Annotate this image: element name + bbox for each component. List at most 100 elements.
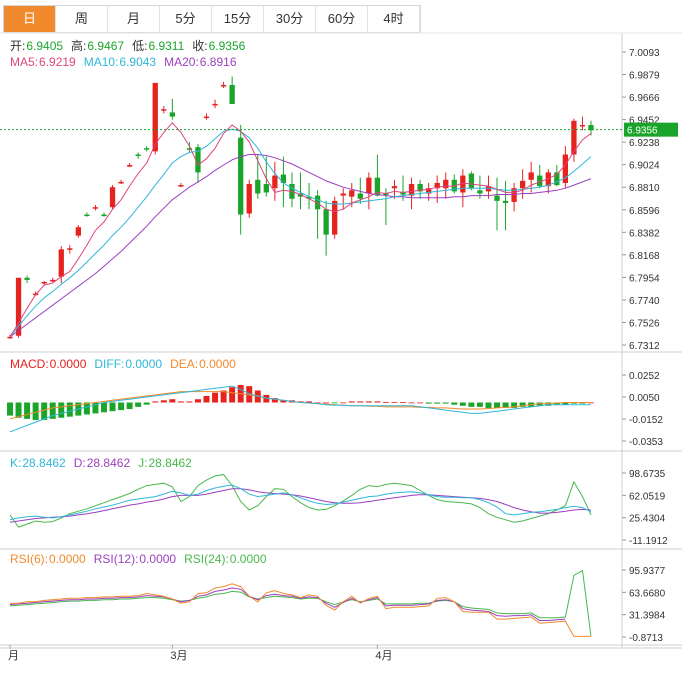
macd-bar-25	[220, 390, 227, 403]
ma10-value: 6.9043	[119, 55, 156, 69]
tab-2[interactable]: 月	[108, 6, 160, 32]
macd-value: 0.0000	[50, 357, 87, 371]
price-axis-tick-label-13: 6.7312	[629, 341, 660, 352]
candle-body-4	[41, 281, 47, 284]
macd-bar-36	[314, 402, 321, 404]
macd-bar-15	[135, 402, 142, 407]
candle-body-42	[366, 177, 372, 194]
last-price-tag	[624, 122, 678, 137]
macd-bar-30	[263, 394, 270, 403]
macd-bar-65	[562, 402, 569, 405]
candle-body-13	[118, 181, 124, 184]
candle-body-38	[332, 200, 338, 235]
tab-6[interactable]: 60分	[316, 6, 368, 32]
tab-0[interactable]: 日	[4, 6, 56, 32]
macd-bar-55	[476, 402, 483, 407]
candle-body-23	[203, 116, 210, 119]
macd-bar-50	[434, 402, 441, 404]
macd-bar-13	[118, 402, 125, 411]
tab-3[interactable]: 5分	[160, 6, 212, 32]
macd-bar-31	[271, 398, 278, 403]
candle-body-11	[101, 214, 107, 217]
candle-body-10	[92, 207, 99, 209]
candle-body-58	[502, 200, 509, 203]
macd-bar-41	[357, 401, 364, 403]
candle-body-56	[485, 186, 492, 192]
price-axis-tick-label-10: 6.7954	[629, 273, 660, 284]
macd-bar-60	[519, 402, 526, 407]
ma5-label: MA5:	[10, 55, 38, 69]
candle-body-59	[511, 188, 517, 202]
candle-body-41	[357, 193, 363, 199]
candle-body-48	[417, 184, 423, 192]
candle-body-57	[494, 195, 500, 201]
macd-axis-tick-label-3: -0.0353	[629, 437, 663, 448]
candle-body-29	[255, 179, 261, 194]
price-axis-tick-label-5: 6.9024	[629, 161, 660, 172]
candle-body-21	[186, 148, 193, 150]
candle-body-51	[443, 179, 449, 189]
macd-bar-56	[485, 402, 492, 408]
macd-bar-38	[331, 402, 338, 404]
kdj-axis-tick-label-1: 62.0519	[629, 491, 666, 502]
ma20-line	[9, 154, 592, 338]
candle-body-35	[306, 196, 312, 199]
candle-body-66	[571, 120, 577, 155]
candle-body-61	[528, 172, 534, 180]
macd-bar-29	[254, 390, 261, 403]
macd-bar-12	[109, 402, 116, 412]
macd-label: MACD:	[10, 357, 49, 371]
candle-body-32	[280, 174, 287, 183]
candle-body-64	[554, 172, 560, 186]
d-line	[9, 488, 592, 523]
macd-bar-54	[468, 402, 475, 407]
macd-bar-19	[169, 399, 176, 403]
candle-body-65	[562, 154, 569, 183]
tab-7[interactable]: 4时	[368, 6, 420, 32]
rsi-axis-tick-label-3: -0.8713	[629, 633, 663, 644]
tab-1[interactable]: 周	[56, 6, 108, 32]
macd-bar-10	[92, 402, 99, 414]
j-line	[9, 474, 592, 528]
rsi12-value: 0.0000	[139, 552, 176, 566]
macd-bar-45	[391, 401, 398, 403]
price-axis-tick-label-4: 6.9238	[629, 138, 660, 149]
x-tick-label-2: 4月	[375, 650, 392, 662]
candle-body-44	[383, 193, 389, 195]
tab-5[interactable]: 30分	[264, 6, 316, 32]
macd-bar-39	[340, 402, 347, 404]
macd-bar-63	[545, 402, 552, 406]
candle-body-62	[537, 175, 543, 187]
macd-bar-59	[511, 402, 518, 408]
rsi6-label: RSI(6):	[10, 552, 48, 566]
macd-bar-22	[194, 399, 201, 403]
candle-body-67	[579, 125, 586, 127]
macd-bar-34	[297, 401, 304, 403]
rsi-axis-tick-label-0: 95.9377	[629, 566, 666, 577]
candle-body-60	[519, 180, 526, 189]
macd-bar-24	[212, 392, 219, 403]
rsi24-value: 0.0000	[230, 552, 267, 566]
kdj-axis-tick-label-0: 98.6735	[629, 469, 666, 480]
price-axis-tick-label-7: 6.8596	[629, 206, 660, 217]
candle-body-46	[400, 192, 406, 195]
rsi12-line	[9, 587, 566, 621]
macd-bar-62	[536, 402, 543, 406]
candle-body-39	[340, 193, 346, 196]
kdj-axis-tick-label-3: -11.1912	[629, 536, 668, 547]
candle-body-14	[126, 165, 133, 167]
macd-bar-0	[7, 402, 13, 416]
macd-bar-20	[177, 401, 184, 403]
price-axis-tick-label-3: 6.9452	[629, 116, 660, 127]
tab-4[interactable]: 15分	[212, 6, 264, 32]
macd-bar-58	[502, 402, 509, 408]
price-axis-tick-label-12: 6.7526	[629, 318, 660, 329]
macd-bar-52	[451, 402, 458, 405]
candle-body-50	[434, 182, 440, 189]
rsi-axis-tick-label-1: 63.6680	[629, 588, 666, 599]
rsi6-value: 0.0000	[49, 552, 86, 566]
candle-body-30	[263, 184, 269, 193]
diff-line	[9, 385, 591, 433]
macd-axis-tick-label-2: -0.0152	[629, 415, 663, 426]
candle-body-0	[7, 336, 13, 339]
